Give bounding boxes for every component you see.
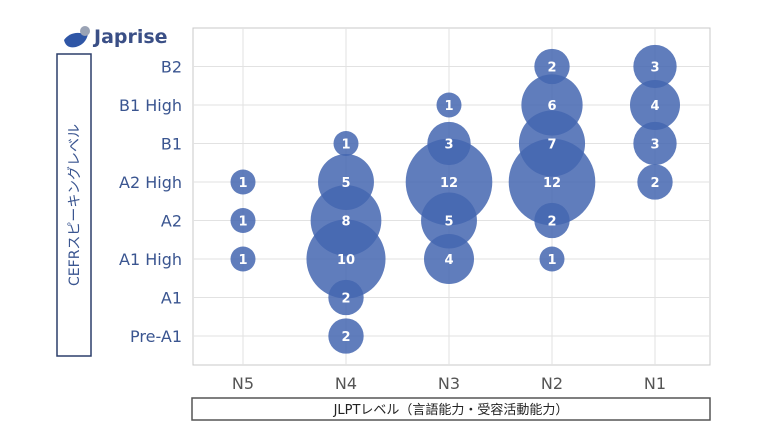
bubble [436, 92, 462, 118]
bubble-label: 10 [337, 253, 355, 268]
bubble [630, 80, 680, 130]
bubble-label: 1 [238, 253, 247, 268]
bubble [421, 192, 477, 249]
x-tick-label: N5 [232, 374, 254, 393]
bubble [328, 318, 364, 354]
x-tick-label: N1 [644, 374, 666, 393]
bubble-label: 1 [444, 99, 453, 114]
bubble [328, 279, 364, 316]
y-tick-label: A1 [161, 289, 182, 308]
x-axis-title-box [191, 397, 711, 421]
y-tick-label: Pre-A1 [130, 327, 182, 346]
bubble-label: 1 [238, 176, 247, 191]
bubble [633, 121, 677, 166]
bubble [508, 138, 596, 226]
bubble [230, 246, 256, 272]
y-tick-labels: Pre-A1 A1 A1 High A2 A2 High B1 B1 High B2 [119, 58, 182, 347]
bubble-label: 1 [238, 215, 247, 230]
logo-drop-icon [64, 32, 88, 48]
x-tick-label: N2 [541, 374, 563, 393]
logo-dot-icon [80, 26, 90, 36]
bubble-label: 3 [444, 138, 453, 153]
y-tick-label: A1 High [119, 250, 182, 269]
y-axis-title: CEFRスピーキングレベル [67, 124, 83, 286]
bubble-label: 7 [547, 138, 556, 153]
bubble [633, 44, 677, 89]
bubble-label: 3 [650, 138, 659, 153]
bubble-label: 3 [650, 61, 659, 76]
logo: Japrise [64, 26, 168, 48]
bubble-label: 12 [543, 176, 561, 191]
x-tick-label: N4 [335, 374, 357, 393]
bubble-label: 1 [341, 138, 350, 153]
logo-text: Japrise [92, 26, 168, 48]
y-tick-label: B2 [161, 58, 182, 77]
bubble [230, 208, 256, 233]
bubble-label: 4 [650, 99, 659, 114]
y-tick-label: A2 [161, 212, 182, 231]
y-tick-label: A2 High [119, 173, 182, 192]
bubble-label: 12 [440, 176, 458, 191]
bubble [230, 169, 256, 195]
y-tick-label: B1 High [119, 96, 182, 115]
bubble-label: 4 [444, 253, 453, 268]
x-tick-label: N3 [438, 374, 460, 393]
bubble-label: 2 [341, 292, 350, 307]
bubble [306, 219, 386, 299]
x-axis-title: JLPTレベル（言語能力・受容活動能力） [333, 402, 569, 418]
bubbles: 1 1 1 1 5 8 10 2 2 1 3 12 5 4 2 6 7 12 2 1 3 4 3 2 [230, 44, 680, 354]
bubble-label: 2 [650, 176, 659, 191]
y-tick-label: B1 [161, 135, 182, 154]
y-axis-title-box [56, 53, 92, 357]
bubble [534, 48, 570, 85]
bubble-label: 8 [341, 215, 350, 230]
bubble-label: 5 [444, 215, 453, 230]
bubble [424, 234, 474, 284]
bubble [539, 246, 565, 272]
bubble [333, 131, 359, 156]
bubble-label: 2 [547, 61, 556, 76]
bubble-label: 2 [341, 330, 350, 345]
x-tick-labels: N5 N4 N3 N2 N1 [232, 374, 666, 393]
bubble-label: 1 [547, 253, 556, 268]
bubble [534, 202, 570, 239]
bubble [637, 164, 673, 200]
bubble-label: 5 [341, 176, 350, 191]
bubble-label: 6 [547, 99, 556, 114]
bubble-label: 2 [547, 215, 556, 230]
